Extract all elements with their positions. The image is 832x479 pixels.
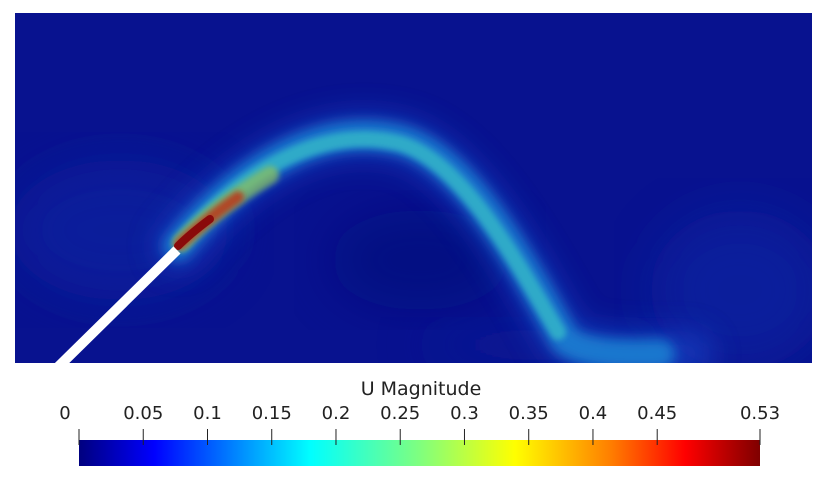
colorbar-tick-label: 0.1 [193, 403, 222, 424]
colorbar-tick-label: 0 [59, 403, 71, 424]
colorbar-gradient [79, 440, 760, 466]
colorbar-ticks [78, 429, 761, 445]
colorbar-tick-label: 0.25 [380, 403, 421, 424]
flow-field [15, 13, 812, 363]
colorbar-tick-label: 0.05 [123, 403, 164, 424]
colorbar-title: U Magnitude [360, 378, 482, 400]
nozzle-pipe [53, 246, 181, 372]
colorbar-tick-label: 0.3 [450, 403, 479, 424]
colorbar-tick-label: 0.35 [508, 403, 549, 424]
colorbar-tick-label: 0.4 [578, 403, 608, 424]
colorbar-tick-label: 0.45 [637, 403, 678, 424]
colorbar-tick-label: 0.53 [739, 403, 781, 424]
colorbar-tick-label: 0.15 [251, 403, 292, 424]
colorbar-tick-label: 0.2 [321, 403, 351, 424]
